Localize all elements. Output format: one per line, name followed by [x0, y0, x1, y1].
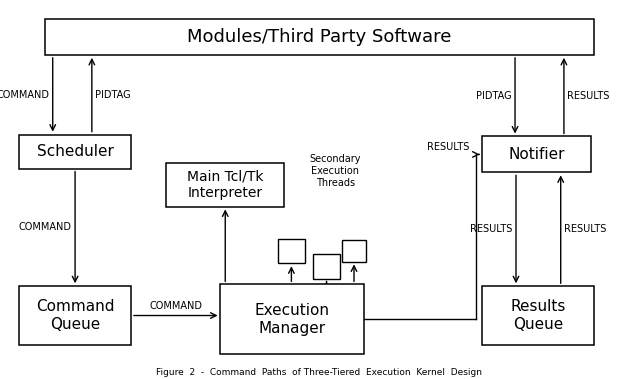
Bar	[220, 284, 364, 354]
Text: RESULTS: RESULTS	[564, 224, 606, 234]
Bar	[45, 19, 594, 55]
Text: Command
Queue: Command Queue	[36, 299, 114, 332]
Text: Main Tcl/Tk
Interpreter: Main Tcl/Tk Interpreter	[187, 170, 263, 200]
Text: Modules/Third Party Software: Modules/Third Party Software	[187, 28, 452, 46]
Text: Execution
Manager: Execution Manager	[255, 303, 330, 335]
Text: RESULTS: RESULTS	[567, 91, 610, 101]
Bar	[482, 286, 594, 345]
Bar	[19, 135, 131, 169]
Text: COMMAND: COMMAND	[150, 301, 202, 311]
Text: PIDTAG: PIDTAG	[95, 90, 131, 100]
Bar	[19, 286, 131, 345]
Text: Scheduler: Scheduler	[36, 144, 114, 159]
Text: Notifier: Notifier	[509, 147, 565, 162]
Bar	[482, 136, 591, 172]
Bar	[166, 163, 284, 207]
Text: RESULTS: RESULTS	[427, 142, 470, 152]
Bar	[278, 239, 305, 263]
Bar	[342, 240, 366, 262]
Text: RESULTS: RESULTS	[470, 224, 512, 234]
Text: COMMAND: COMMAND	[0, 90, 49, 100]
Text: Secondary
Execution
Threads: Secondary Execution Threads	[310, 154, 361, 188]
Text: Results
Queue: Results Queue	[511, 299, 566, 332]
Text: COMMAND: COMMAND	[19, 222, 72, 232]
Bar	[313, 254, 340, 279]
Text: PIDTAG: PIDTAG	[476, 91, 512, 101]
Text: Figure  2  -  Command  Paths  of Three-Tiered  Execution  Kernel  Design: Figure 2 - Command Paths of Three-Tiered…	[157, 368, 482, 377]
